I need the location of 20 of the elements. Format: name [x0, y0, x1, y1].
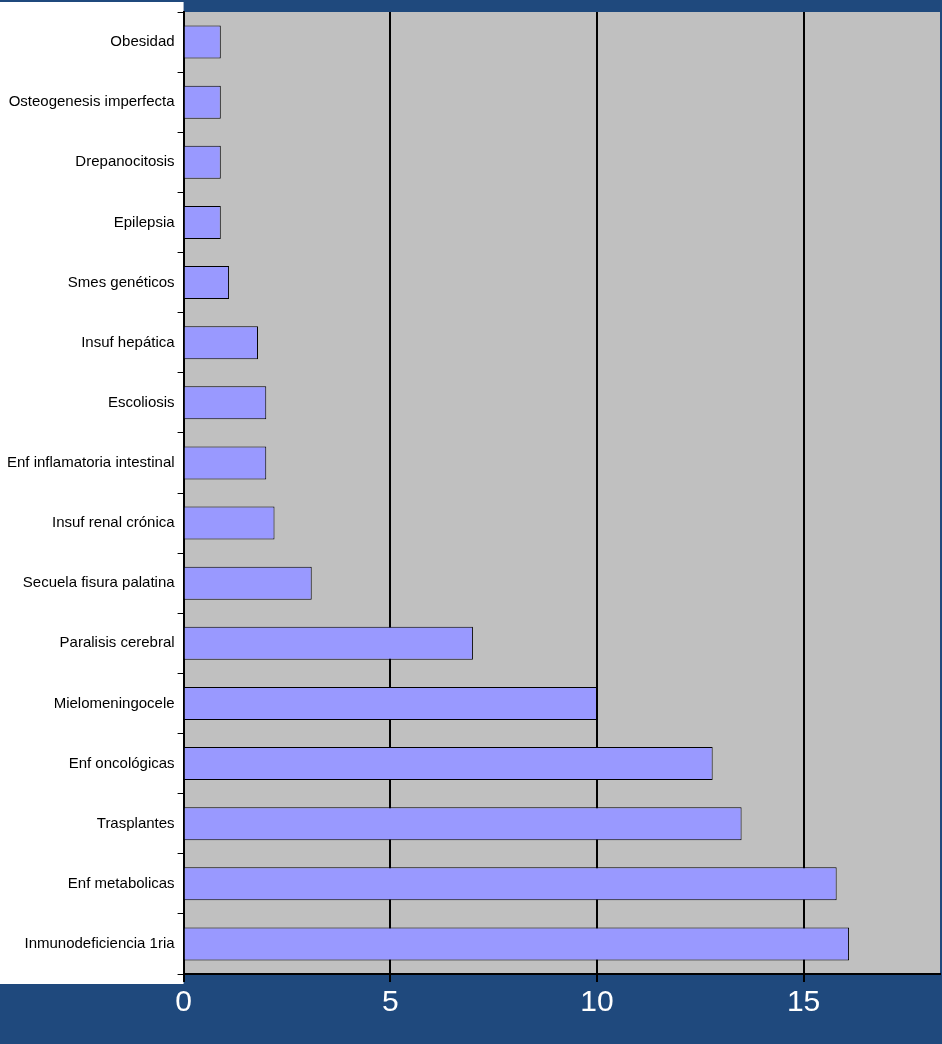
y-tick-label: Enf oncológicas — [68, 753, 175, 771]
y-tick-label: Trasplantes — [96, 813, 175, 831]
y-tick-label: Epilepsia — [113, 212, 176, 230]
y-tick-label: Mielomeningocele — [53, 693, 175, 711]
y-tick-label: Escoliosis — [107, 392, 175, 410]
x-tick-label: 5 — [381, 984, 399, 1018]
x-tick-label: 10 — [580, 984, 614, 1018]
y-tick-label: Obesidad — [110, 32, 175, 50]
y-tick-label: Secuela fisura palatina — [22, 573, 176, 591]
x-tick-label: 0 — [175, 984, 192, 1018]
y-tick-label: Inmunodeficiencia 1ria — [24, 934, 176, 952]
y-tick-label: Drepanocitosis — [75, 152, 175, 170]
y-tick-label: Smes genéticos — [67, 272, 175, 290]
y-tick-label: Insuf hepática — [81, 332, 176, 350]
y-tick-label: Insuf renal crónica — [52, 513, 176, 531]
y-tick-label: Enf metabolicas — [67, 873, 175, 891]
x-tick-label: 15 — [786, 984, 821, 1018]
y-tick-label: Osteogenesis imperfecta — [8, 92, 176, 110]
y-tick-label: Enf inflamatoria intestinal — [6, 453, 175, 471]
y-tick-label: Paralisis cerebral — [59, 633, 175, 651]
